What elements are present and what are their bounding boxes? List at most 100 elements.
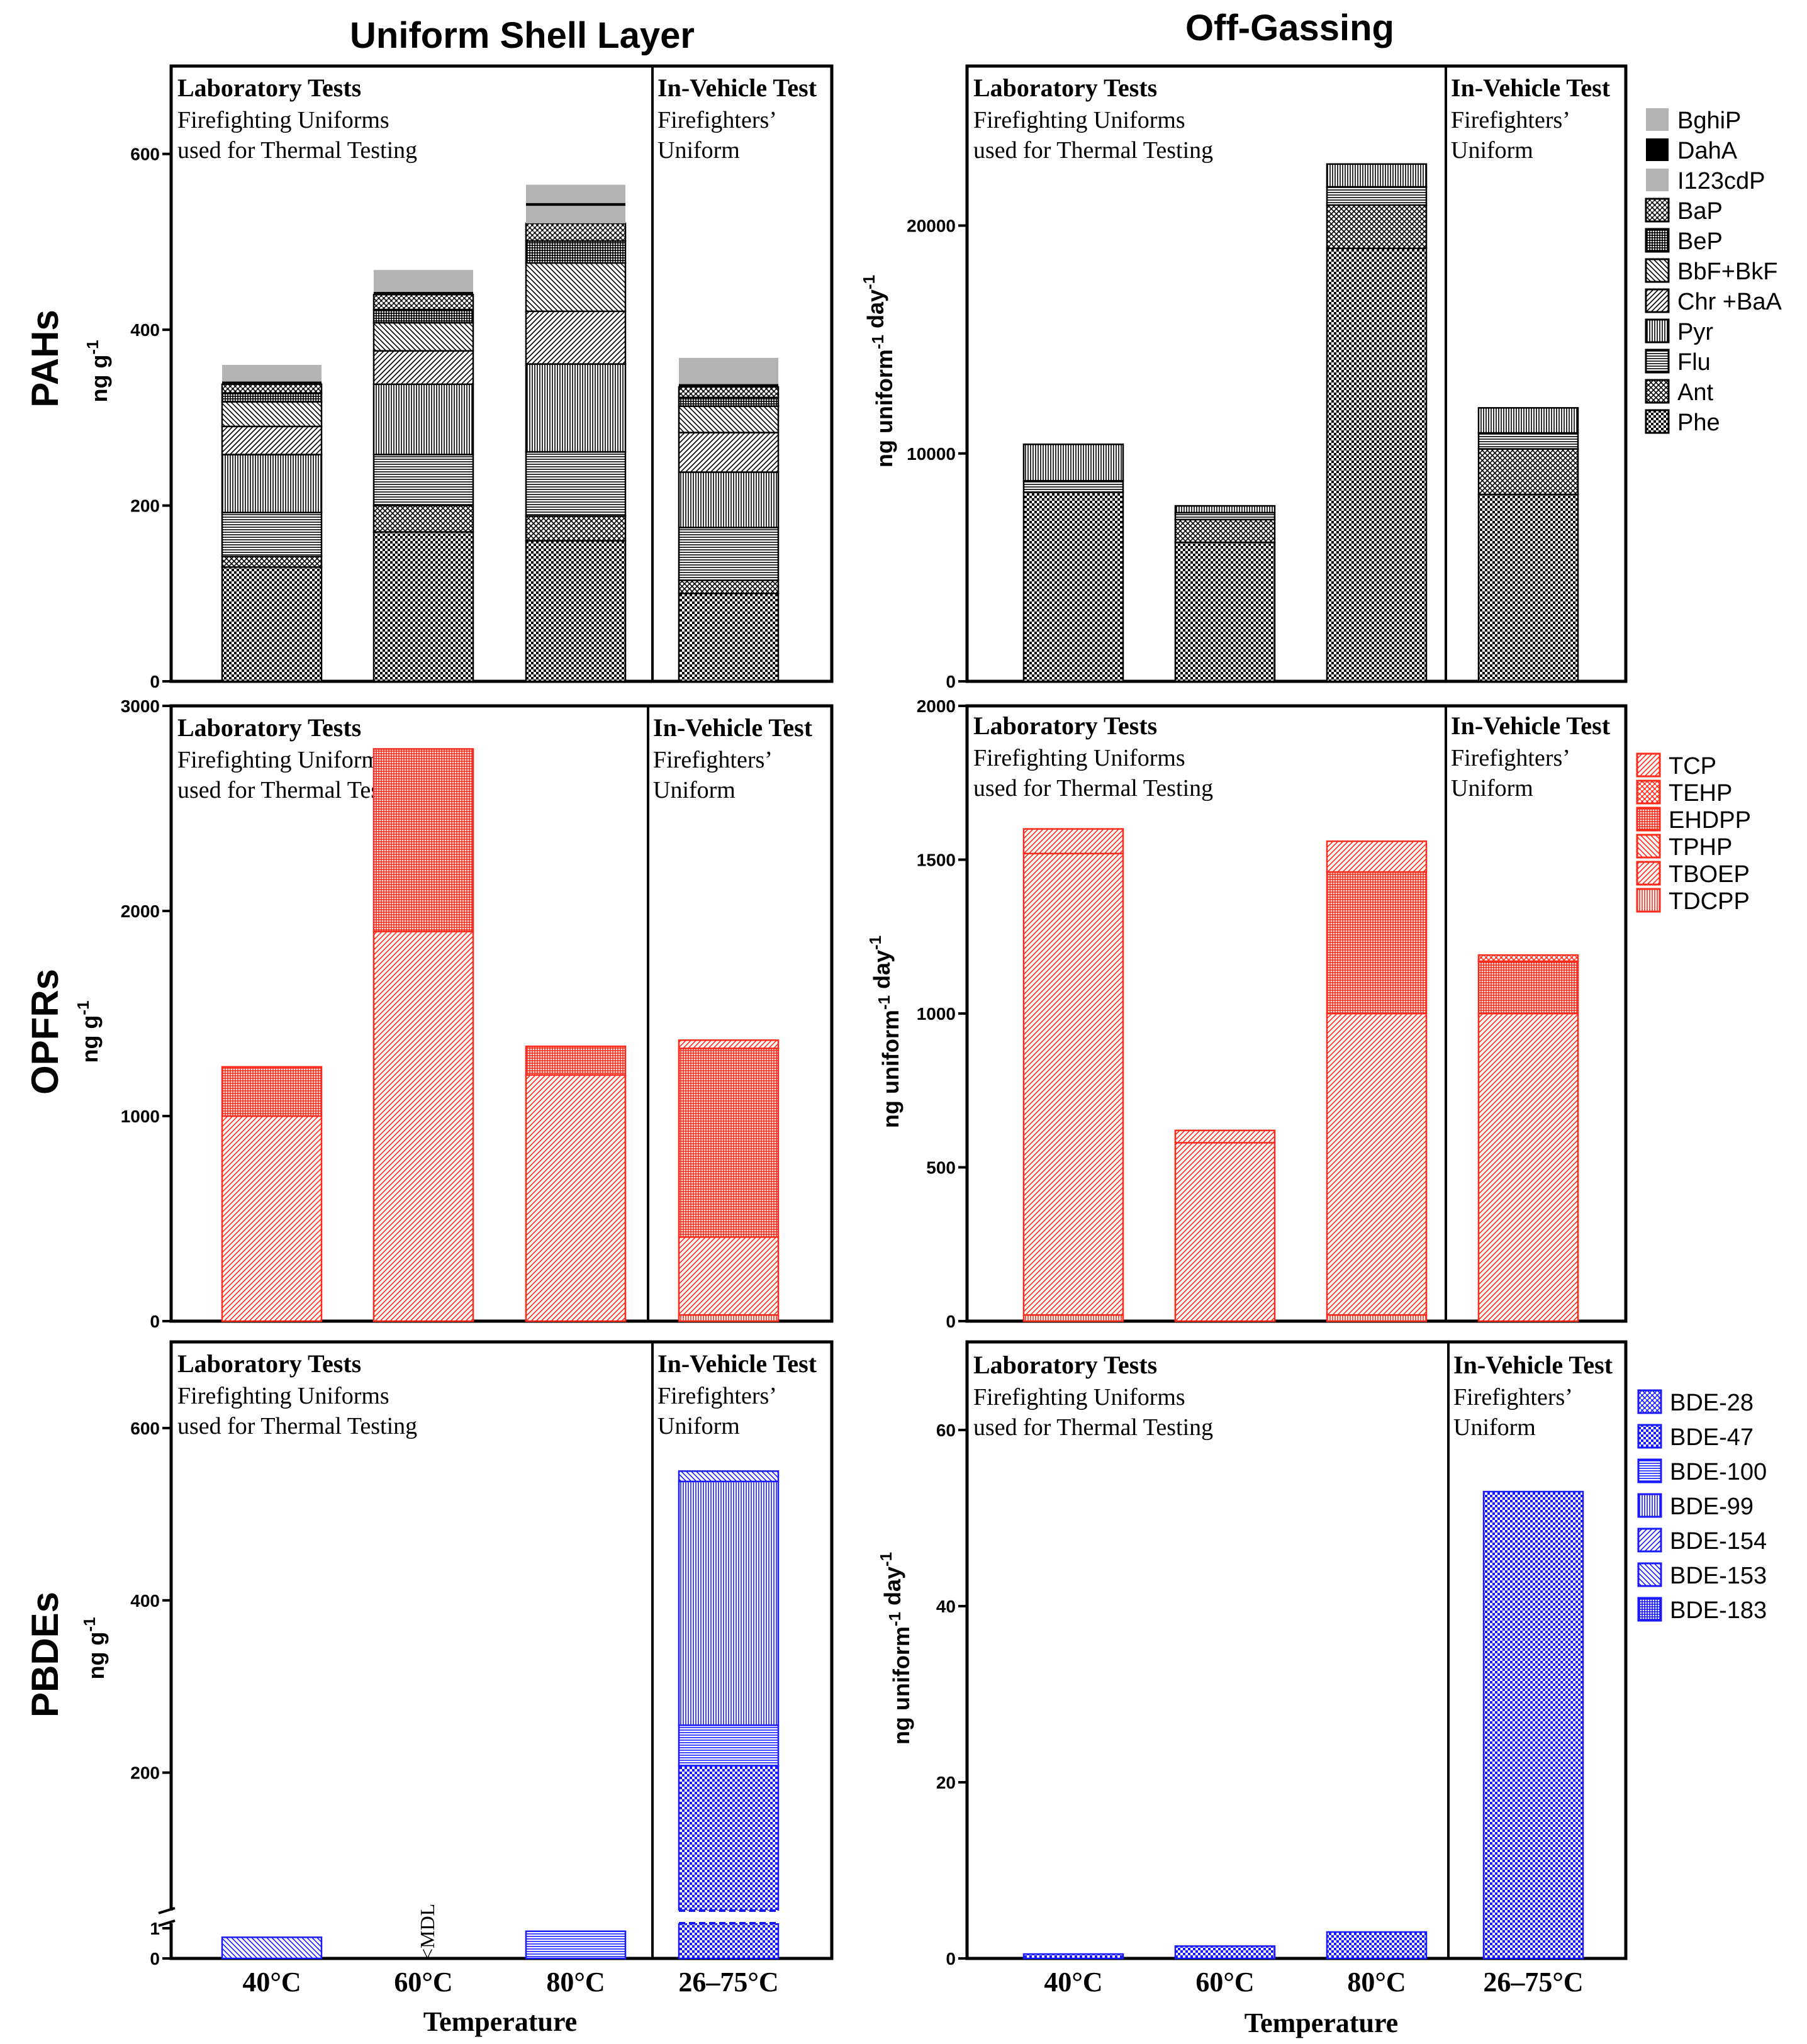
bar-segment-ehdpp-60-c [372, 748, 474, 932]
left-column-title: Uniform Shell Layer [350, 15, 695, 56]
x-tick-label-60-c: 60°C [394, 1967, 452, 1997]
bar-segment-bde-47-40-c [1022, 1953, 1124, 1960]
legend-swatch-tcp [1636, 752, 1661, 778]
bar-segment-pyr-60-c [1174, 505, 1276, 514]
legend-pah: BghiP DahA I123cdP BaP BeP BbF+BkF Chr +BaA Pyr… [1645, 108, 1782, 436]
vehicle-test-title: In-Vehicle Test [657, 1349, 817, 1378]
legend-swatch-bde-28 [1637, 1389, 1662, 1414]
legend-pbde: BDE-28 BDE-47 BDE-100 BDE-99 BDE-154 BDE-153 B… [1637, 1389, 1767, 1624]
bar-segment-pyr-26-75-c [1477, 407, 1579, 434]
bar-segment-tdcpp-26-75-c [678, 1314, 780, 1322]
bar-segment-bbf-bkf-60-c [372, 321, 474, 352]
lab-tests-title: Laboratory Tests [973, 74, 1157, 102]
row-label-pbdes: PBDEs [24, 1592, 66, 1717]
bar-segment-ant-26-75-c [678, 579, 780, 595]
legend-label-pyr: Pyr [1677, 319, 1713, 345]
bar-segment-bde-100-80-c [525, 1930, 627, 1960]
legend-label-ant: Ant [1677, 379, 1713, 406]
bar-segment-ehdpp-40-c [221, 1066, 323, 1117]
bar-segment-tcp-26-75-c [678, 1039, 780, 1049]
bar-segment-bbf-bkf-40-c [221, 401, 323, 428]
bar-segment-phe-60-c [1174, 541, 1276, 683]
lab-tests-title: Laboratory Tests [177, 74, 361, 102]
bar-segment-tboep-40-c [1022, 852, 1124, 1316]
bar-segment-tboep-80-c [525, 1074, 627, 1322]
bar-segment-ant-40-c [221, 556, 323, 568]
bar-segment-flu-26-75-c [678, 527, 780, 581]
legend-swatch-tehp [1636, 779, 1661, 805]
y-tick-label: 1000 [121, 1107, 160, 1126]
vehicle-test-line2: Uniform [1451, 775, 1533, 801]
y-tick-label: 1500 [917, 851, 956, 870]
lab-tests-title: Laboratory Tests [177, 713, 361, 742]
bar-segment-phe-26-75-c [1477, 493, 1579, 683]
y-tick-label: 200 [130, 496, 160, 516]
legend-label-bep: BeP [1677, 228, 1723, 255]
legend-label-phe: Phe [1677, 410, 1720, 436]
right-column-title: Off-Gassing [1185, 8, 1394, 48]
legend-label-bde-154: BDE-154 [1670, 1528, 1767, 1555]
y-axis-label: ng uniform-1 day-1 [859, 275, 897, 467]
y-axis-label: ng g-1 [74, 1000, 103, 1063]
lab-tests-line2: used for Thermal Testing [973, 775, 1213, 801]
bar-segment-flu-26-75-c [1477, 432, 1579, 450]
panel-frame [169, 704, 834, 1323]
x-tick-label-26-75-c: 26–75°C [678, 1967, 778, 1997]
bar-segment-bde-47-80-c [1326, 1931, 1428, 1960]
x-tick-label-40-c: 40°C [242, 1967, 301, 1997]
bar-segment-tcp-40-c [1022, 828, 1124, 854]
x-axis-title-left: Temperature [423, 2006, 577, 2037]
legend-swatch-chr-baa [1645, 288, 1670, 313]
axis-break-gap [159, 1911, 175, 1923]
bar-segment-bghip-40-c [222, 365, 322, 383]
y-tick-label: 0 [150, 672, 160, 691]
legend-swatch-bde-154 [1637, 1527, 1662, 1553]
y-tick-label: 0 [150, 1312, 160, 1331]
legend-label-bde-153: BDE-153 [1670, 1563, 1767, 1589]
lab-tests-line1: Firefighting Uniforms [177, 107, 389, 133]
legend-swatch-daha [1646, 138, 1669, 161]
bar-segment-flu-60-c [1174, 511, 1276, 521]
axis-break-mark [158, 1919, 176, 1927]
bar-segment-tdcpp-40-c [1022, 1314, 1124, 1322]
panel-frame [169, 1340, 834, 1960]
lab-tests-line2: used for Thermal Testing [973, 137, 1213, 164]
panel-frame [965, 1340, 1628, 1960]
vehicle-test-line1: Firefighters’ [657, 107, 777, 133]
vehicle-test-line1: Firefighters’ [653, 747, 773, 773]
y-axis-label: ng uniform-1 day-1 [876, 1552, 914, 1745]
legend-label-flu: Flu [1677, 349, 1711, 376]
chart-panel-off-gassing-opfrs: Laboratory Tests Firefighting Uniforms use… [866, 696, 1628, 1331]
bar-segment-bbf-bkf-80-c [525, 262, 627, 313]
vehicle-test-line2: Uniform [657, 1413, 740, 1439]
legend-swatch-tdcpp [1636, 888, 1661, 913]
bar-segment-bde-153-40-c [221, 1936, 323, 1960]
bar-segment-bde-99-26-75-c [678, 1480, 780, 1726]
vehicle-test-title: In-Vehicle Test [1453, 1351, 1613, 1379]
bar-segment-bde-47-26-75-c [1482, 1490, 1584, 1960]
bar-segment-ehdpp-26-75-c [1477, 960, 1579, 1015]
bar-segment-ant-26-75-c [1477, 448, 1579, 496]
y-tick-label: 0 [150, 1949, 160, 1969]
bar-segment-tboep-60-c [372, 930, 474, 1322]
bar-segment-ant-80-c [1326, 204, 1428, 250]
bar-segment-ehdpp-26-75-c [678, 1047, 780, 1238]
bar-segment-flu-40-c [1022, 479, 1124, 493]
legend-label-bde-183: BDE-183 [1670, 1597, 1767, 1624]
bar-segment-chr-baa-80-c [525, 310, 627, 365]
vehicle-test-line1: Firefighters’ [1453, 1384, 1573, 1410]
lab-tests-line1: Firefighting Uniforms [177, 1383, 389, 1409]
vehicle-test-title: In-Vehicle Test [657, 74, 817, 102]
vehicle-test-line1: Firefighters’ [657, 1383, 777, 1409]
panel-frame [169, 64, 834, 683]
legend-label-tphp: TPHP [1669, 834, 1732, 861]
x-tick-label-80-c: 80°C [546, 1967, 605, 1997]
chart-panel-off-gassing-pahs: Laboratory Tests Firefighting Uniforms use… [859, 64, 1628, 691]
bar-segment-tdcpp-80-c [1326, 1314, 1428, 1322]
bar-segment-tboep-26-75-c [678, 1236, 780, 1316]
bar-segment-flu-80-c [1326, 186, 1428, 206]
legend-label-tboep: TBOEP [1669, 861, 1750, 888]
x-tick-label-80-c: 80°C [1347, 1967, 1406, 1997]
legend-label-tcp: TCP [1669, 753, 1716, 779]
y-axis-label: ng g-1 [83, 340, 112, 402]
